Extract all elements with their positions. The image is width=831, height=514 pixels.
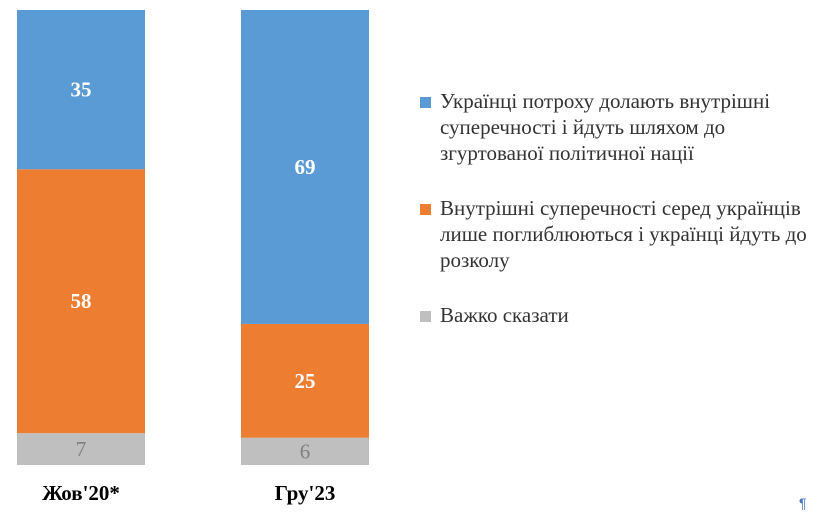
legend-swatch-division xyxy=(420,204,431,215)
data-label-oct-20-hard-to-say: 7 xyxy=(76,437,87,461)
bar-dec-23-hard-to-say xyxy=(241,437,369,465)
bar-oct-20-division xyxy=(17,169,145,434)
legend-item-cohesion: Українці потроху долають внутрішні супер… xyxy=(420,88,820,166)
category-label-oct-20: Жов'20* xyxy=(42,481,120,505)
legend-swatch-cohesion xyxy=(420,97,431,108)
legend-item-division: Внутрішні суперечності серед українців л… xyxy=(420,195,820,273)
legend-label-division: Внутрішні суперечності серед українців л… xyxy=(440,196,807,272)
bar-dec-23-cohesion xyxy=(241,10,369,324)
category-label-dec-23: Гру'23 xyxy=(275,481,336,505)
legend-label-cohesion: Українці потроху долають внутрішні супер… xyxy=(440,89,771,165)
bar-oct-20-cohesion xyxy=(17,10,145,170)
legend-label-hard-to-say: Важко сказати xyxy=(440,303,569,327)
bar-dec-23-division xyxy=(241,323,369,438)
legend-item-hard-to-say: Важко сказати xyxy=(420,302,820,328)
data-label-dec-23-division: 25 xyxy=(295,369,316,393)
bar-oct-20-hard-to-say xyxy=(17,433,145,465)
data-label-oct-20-cohesion: 35 xyxy=(71,78,92,102)
data-label-dec-23-hard-to-say: 6 xyxy=(300,439,311,463)
legend-swatch-hard-to-say xyxy=(420,311,431,322)
data-label-oct-20-division: 58 xyxy=(71,289,92,313)
data-label-dec-23-cohesion: 69 xyxy=(295,155,316,179)
paragraph-mark: ¶ xyxy=(799,495,807,511)
chart-legend: Українці потроху долають внутрішні супер… xyxy=(420,88,820,357)
